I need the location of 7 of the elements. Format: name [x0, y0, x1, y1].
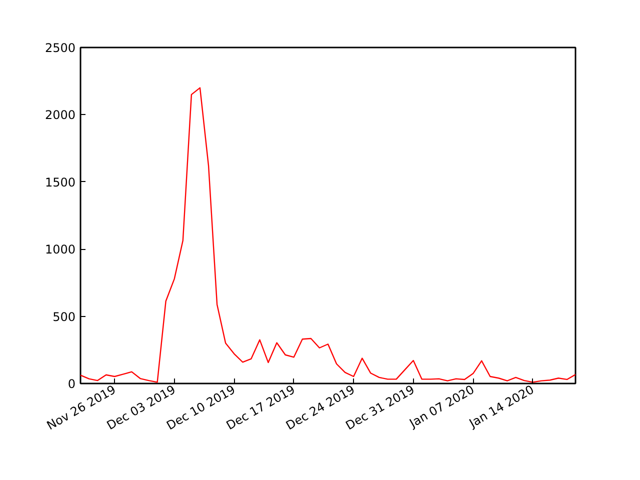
y-tick-label: 0 [68, 377, 76, 391]
y-tick-label: 1500 [44, 175, 76, 190]
y-tick-label: 500 [52, 310, 76, 324]
y-tick-label: 2500 [44, 41, 76, 55]
line-series [80, 87, 576, 383]
y-tick-label: 1000 [44, 242, 76, 257]
y-tick-label: 2000 [44, 108, 76, 122]
